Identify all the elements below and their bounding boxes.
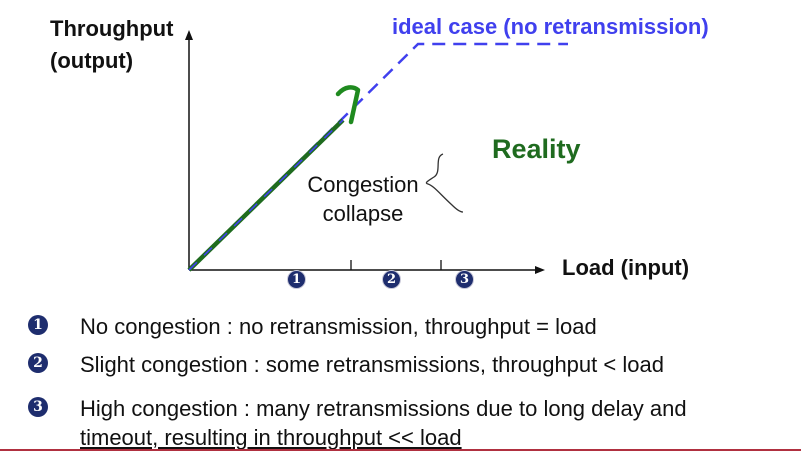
collapse-brace xyxy=(425,153,464,213)
legend-text-3-line2: timeout, resulting in throughput << load xyxy=(80,425,462,450)
legend-item-2: 2 Slight congestion : some retransmissio… xyxy=(28,350,664,380)
reality-line-dash-overlay xyxy=(188,119,344,271)
y-axis-arrowhead xyxy=(185,30,193,40)
ideal-case-label: ideal case (no retransmission) xyxy=(392,14,709,39)
congestion-collapse-label: Congestion collapse xyxy=(290,170,436,228)
region-marker-1: 1 xyxy=(287,270,306,289)
number-badge-1: 1 xyxy=(28,315,48,335)
y-axis-label-line2: (output) xyxy=(50,48,134,73)
legend-text-3: High congestion : many retransmissions d… xyxy=(80,394,687,452)
legend-text-2: Slight congestion : some retransmissions… xyxy=(80,352,664,377)
region-marker-3: 3 xyxy=(455,270,474,289)
collapse-label-line2: collapse xyxy=(322,201,404,226)
legend-item-3: 3 High congestion : many retransmissions… xyxy=(28,394,687,454)
x-axis-arrowhead xyxy=(535,266,545,274)
bottom-divider xyxy=(0,449,801,451)
number-badge-2: 2 xyxy=(28,353,48,373)
legend-item-1: 1 No congestion : no retransmission, thr… xyxy=(28,312,597,342)
legend-text-1: No congestion : no retransmission, throu… xyxy=(80,314,597,339)
region-marker-2: 2 xyxy=(382,270,401,289)
collapse-label-line1: Congestion xyxy=(307,172,419,197)
legend-text-3-line1: High congestion : many retransmissions d… xyxy=(80,396,687,421)
number-badge-3: 3 xyxy=(28,397,48,417)
y-axis-label-line1: Throughput xyxy=(50,16,174,41)
reality-label: Reality xyxy=(492,134,581,164)
x-axis-label: Load (input) xyxy=(562,255,690,280)
collapse-curve xyxy=(335,85,361,125)
